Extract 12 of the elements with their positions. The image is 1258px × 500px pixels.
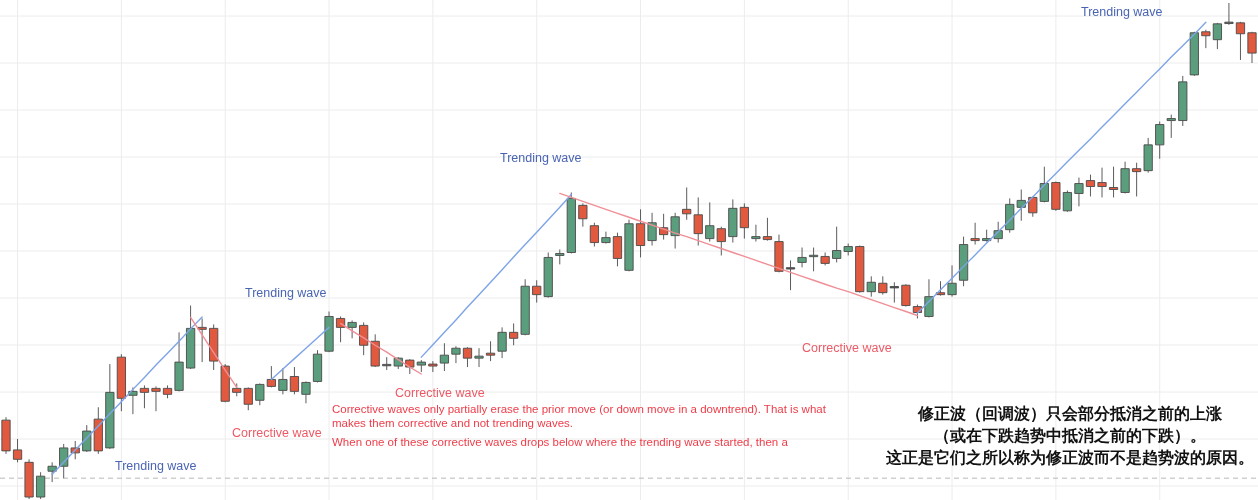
wave-label: Corrective wave: [232, 426, 322, 440]
wave-label: Trending wave: [115, 459, 197, 473]
wave-label: Trending wave: [1081, 5, 1163, 19]
wave-label: Corrective wave: [802, 341, 892, 355]
wave-label: Trending wave: [500, 151, 582, 165]
annotation: （或在下跌趋势中抵消之前的下跌）。: [933, 425, 1207, 447]
annotation: Corrective waves only partially erase the prior move (or down move in a downtrend). That is what makes them corrective and not trending waves.: [332, 402, 827, 430]
wave-label: Corrective wave: [395, 386, 485, 400]
annotation: 修正波（回调波）只会部分抵消之前的上涨: [916, 403, 1223, 425]
wave-label: Trending wave: [245, 286, 327, 300]
annotation: 这正是它们之所以称为修正波而不是趋势波的原因。: [886, 447, 1254, 469]
annotation: When one of these corrective waves drops below where the trending wave started, then a: [332, 435, 789, 449]
